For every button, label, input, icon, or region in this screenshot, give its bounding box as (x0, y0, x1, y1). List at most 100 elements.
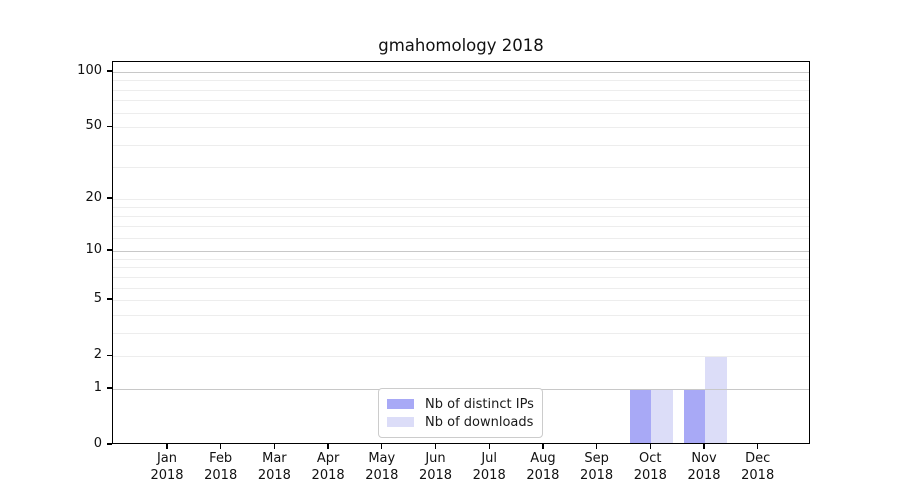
y-tick (107, 125, 112, 127)
x-tick-label: Dec 2018 (728, 451, 788, 484)
minor-gridline (113, 332, 809, 334)
legend-item-distinct-ips: Nb of distinct IPs (387, 395, 534, 413)
legend-label: Nb of downloads (425, 414, 534, 430)
x-tick-month: Feb (209, 451, 233, 466)
x-tick (327, 444, 329, 449)
minor-gridline (113, 198, 809, 200)
minor-gridline (113, 89, 809, 91)
minor-gridline (113, 216, 809, 218)
minor-gridline (113, 112, 809, 114)
y-tick (107, 70, 112, 72)
x-tick (166, 444, 168, 449)
x-tick-month: Jun (425, 451, 446, 466)
legend-swatch-downloads (387, 417, 414, 427)
y-tick (107, 249, 112, 251)
y-tick-label: 5 (93, 291, 102, 307)
x-tick (649, 444, 651, 449)
x-tick (434, 444, 437, 449)
y-tick-label: 20 (85, 189, 102, 205)
x-tick-year: 2018 (633, 467, 667, 483)
legend-label: Nb of distinct IPs (425, 396, 534, 412)
y-tick (107, 443, 112, 445)
major-gridline (113, 72, 809, 73)
x-tick (757, 444, 759, 449)
y-tick-label: 10 (85, 242, 102, 258)
y-tick (107, 197, 112, 199)
x-tick-month: May (368, 451, 396, 466)
minor-gridline (113, 144, 809, 146)
x-tick-label: Jan 2018 (137, 451, 197, 484)
y-tick (107, 387, 112, 389)
x-tick-month: Jul (481, 451, 498, 466)
minor-gridline (113, 267, 809, 269)
x-tick-label: Jun 2018 (406, 451, 466, 484)
x-tick-year: 2018 (150, 467, 184, 483)
minor-gridline (113, 80, 809, 82)
minor-gridline (113, 276, 809, 278)
minor-gridline (113, 237, 809, 239)
x-tick-month: Jan (156, 451, 178, 466)
x-tick (542, 444, 544, 449)
x-tick-year: 2018 (257, 467, 291, 483)
y-tick-label: 1 (93, 379, 102, 395)
x-tick-year: 2018 (418, 467, 453, 483)
y-tick-label: 0 (93, 436, 102, 451)
x-tick-label: May 2018 (352, 451, 412, 484)
minor-gridline (113, 207, 809, 209)
chart-title: gmahomology 2018 (378, 36, 544, 55)
plot-area (112, 61, 810, 444)
x-tick-month: Nov (691, 451, 717, 466)
x-tick (703, 444, 705, 449)
x-tick (381, 444, 383, 449)
x-tick-label: Sep 2018 (567, 451, 627, 484)
x-tick-month: Apr (316, 451, 340, 466)
x-tick-label: Oct 2018 (620, 451, 680, 484)
x-tick-year: 2018 (580, 467, 614, 483)
x-tick-month: Aug (530, 451, 556, 466)
minor-gridline (113, 287, 809, 289)
y-tick-label: 50 (85, 118, 102, 134)
x-tick-month: Mar (262, 451, 287, 466)
minor-gridline (113, 258, 809, 260)
y-tick (107, 298, 112, 300)
bar-distinct-ips (629, 388, 652, 444)
x-tick-label: Apr 2018 (298, 451, 358, 484)
x-tick (595, 444, 598, 449)
x-tick-label: Nov 2018 (674, 451, 734, 484)
bar-downloads (705, 356, 727, 444)
x-tick-month: Dec (745, 451, 771, 466)
legend: Nb of distinct IPs Nb of downloads (378, 388, 543, 438)
minor-gridline (113, 300, 809, 302)
x-tick-month: Sep (584, 451, 609, 466)
y-tick-label: 2 (93, 347, 102, 363)
legend-swatch-distinct-ips (387, 399, 414, 409)
x-tick-year: 2018 (311, 467, 345, 483)
y-tick-label: 100 (77, 63, 102, 78)
x-tick (220, 444, 222, 449)
y-tick (107, 354, 112, 356)
x-tick-year: 2018 (741, 467, 775, 483)
x-tick (273, 444, 276, 449)
x-tick-month: Oct (639, 451, 662, 466)
minor-gridline (113, 314, 809, 316)
minor-gridline (113, 127, 809, 129)
x-tick (488, 444, 490, 449)
x-tick-year: 2018 (687, 467, 721, 483)
x-tick-label: Aug 2018 (513, 451, 573, 484)
bar-downloads (651, 388, 673, 444)
x-tick-label: Mar 2018 (244, 451, 304, 484)
major-gridline (113, 251, 809, 253)
x-tick-year: 2018 (472, 467, 506, 483)
minor-gridline (113, 167, 809, 169)
x-tick-year: 2018 (365, 467, 399, 483)
bar-distinct-ips (683, 388, 705, 444)
minor-gridline (113, 356, 809, 358)
legend-item-downloads: Nb of downloads (387, 413, 534, 431)
x-tick-label: Feb 2018 (191, 451, 251, 484)
x-tick-label: Jul 2018 (459, 451, 519, 484)
minor-gridline (113, 226, 809, 228)
x-tick-year: 2018 (526, 467, 560, 483)
minor-gridline (113, 100, 809, 102)
x-tick-year: 2018 (204, 467, 238, 483)
